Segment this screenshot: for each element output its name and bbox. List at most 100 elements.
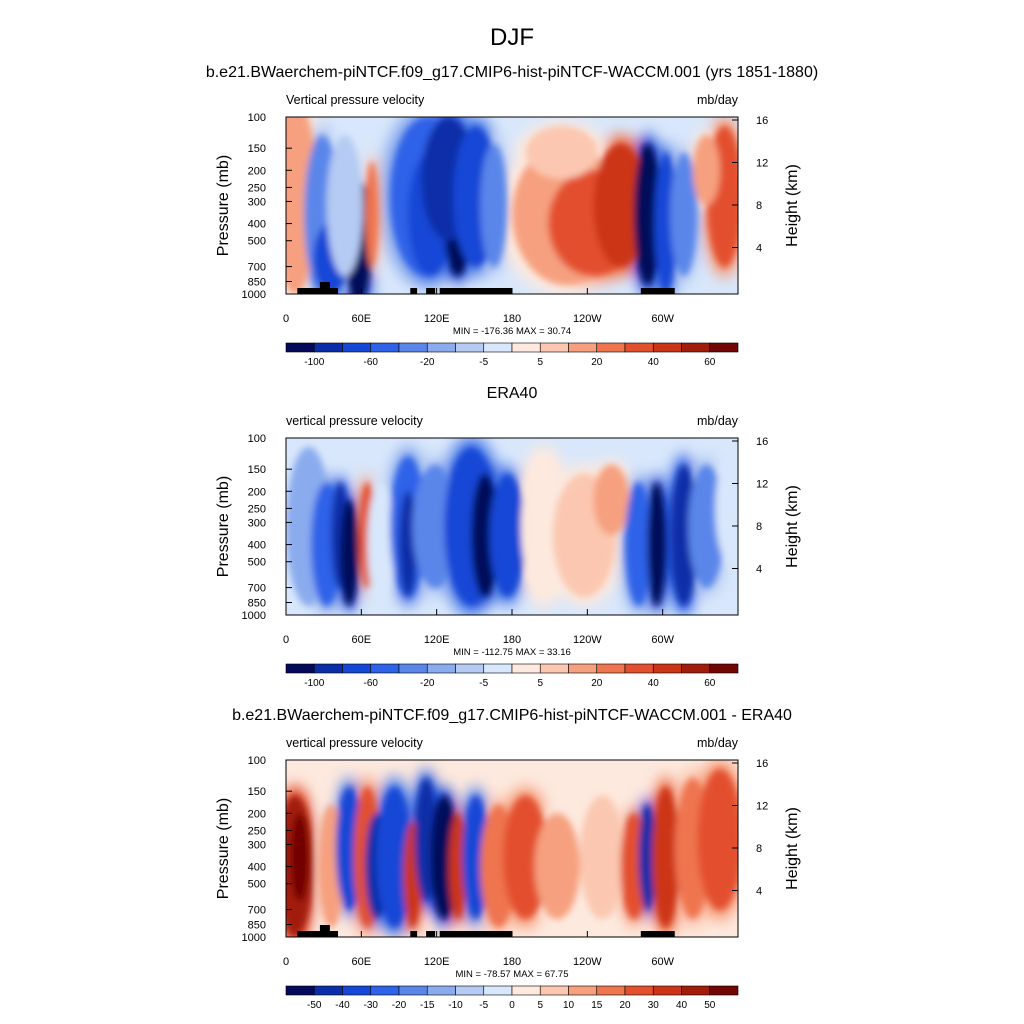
y-tick-label: 500	[248, 879, 266, 891]
x-tick-label: 0	[283, 956, 289, 968]
y-right-tick-label: 8	[756, 200, 762, 212]
colorbar-swatch	[681, 985, 711, 996]
contour-blob-core	[688, 464, 725, 589]
colorbar-swatch	[709, 985, 739, 996]
colorbar-swatch	[342, 663, 372, 674]
colorbar-label: 10	[563, 1000, 575, 1011]
y-tick-label: 100	[248, 755, 266, 767]
colorbar-swatch	[285, 663, 315, 674]
contour-blob-core	[376, 786, 413, 929]
panel-title: b.e21.BWaerchem-piNTCF.f09_g17.CMIP6-his…	[206, 64, 818, 81]
x-tick-label: 120E	[424, 313, 450, 325]
colorbar-swatch	[370, 663, 400, 674]
colorbar-swatch	[313, 985, 343, 996]
contour-blob-core	[480, 143, 508, 268]
colorbar-swatch	[483, 342, 513, 353]
colorbar-swatch	[539, 985, 569, 996]
colorbar-swatch	[652, 663, 682, 674]
y-axis-label: Pressure (mb)	[215, 798, 232, 899]
colorbar-swatch	[483, 985, 513, 996]
y-right-tick-label: 4	[756, 886, 762, 898]
colorbar-swatch	[624, 663, 654, 674]
colorbar-swatch	[483, 663, 513, 674]
y-tick-label: 500	[248, 236, 266, 248]
contour-blob-core	[593, 143, 648, 268]
contour-blob-core	[448, 813, 467, 920]
x-tick-label: 60E	[352, 956, 372, 968]
y-tick-label: 1000	[242, 289, 266, 301]
y-right-axis-label: Height (km)	[784, 807, 801, 890]
colorbar-swatch	[398, 342, 428, 353]
x-tick-label: 180	[503, 956, 521, 968]
colorbar-swatch	[370, 985, 400, 996]
y-tick-label: 150	[248, 786, 266, 798]
colorbar-label: 60	[704, 678, 716, 689]
x-tick-label: 120W	[573, 634, 602, 646]
y-tick-label: 100	[248, 112, 266, 124]
x-tick-label: 120E	[424, 956, 450, 968]
colorbar-swatch	[398, 985, 428, 996]
y-right-tick-label: 12	[756, 479, 768, 491]
land-mask	[319, 282, 330, 290]
colorbar-label: -50	[307, 1000, 322, 1011]
colorbar-swatch	[455, 663, 485, 674]
colorbar-swatch	[426, 342, 456, 353]
y-tick-label: 500	[248, 557, 266, 569]
right-label: mb/day	[697, 736, 739, 750]
colorbar-label: 50	[704, 1000, 716, 1011]
min-max-stats: MIN = -176.36 MAX = 30.74	[453, 326, 571, 337]
y-tick-label: 1000	[242, 610, 266, 622]
x-tick-label: 180	[503, 313, 521, 325]
y-tick-label: 850	[248, 277, 266, 289]
colorbar-label: -5	[479, 1000, 488, 1011]
colorbar-label: -15	[420, 1000, 435, 1011]
page-title: DJF	[490, 24, 534, 51]
colorbar-label: 40	[648, 357, 660, 368]
y-tick-label: 700	[248, 905, 266, 917]
y-tick-label: 200	[248, 486, 266, 498]
colorbar-swatch	[285, 342, 315, 353]
colorbar-label: 20	[591, 357, 603, 368]
colorbar-label: -5	[479, 357, 488, 368]
y-right-tick-label: 16	[756, 436, 768, 448]
colorbar-swatch	[652, 985, 682, 996]
contour-blob-core	[340, 499, 359, 607]
y-tick-label: 300	[248, 517, 266, 529]
contour-blob-core	[634, 143, 662, 286]
x-tick-label: 60W	[651, 313, 674, 325]
colorbar-swatch	[709, 342, 739, 353]
chart-panel-1: b.e21.BWaerchem-piNTCF.f09_g17.CMIP6-his…	[206, 64, 818, 368]
land-mask	[297, 288, 338, 294]
y-right-axis-label: Height (km)	[784, 485, 801, 568]
contour-blob-core	[489, 473, 526, 598]
field-layer-fine	[286, 446, 738, 607]
colorbar-label: 30	[648, 1000, 660, 1011]
colorbar-label: -40	[335, 1000, 350, 1011]
colorbar-swatch	[596, 663, 626, 674]
colorbar-label: -20	[420, 678, 435, 689]
colorbar-label: -20	[420, 357, 435, 368]
colorbar-swatch	[313, 342, 343, 353]
contour-blob-core	[399, 491, 418, 598]
colorbar-swatch	[539, 663, 569, 674]
contour-field	[286, 760, 738, 937]
land-mask	[410, 931, 418, 937]
land-mask	[297, 931, 338, 937]
land-mask	[439, 931, 512, 937]
colorbar-label: -30	[364, 1000, 379, 1011]
colorbar-swatch	[568, 985, 598, 996]
y-tick-label: 850	[248, 920, 266, 932]
colorbar-label: 40	[676, 1000, 688, 1011]
y-tick-label: 850	[248, 598, 266, 610]
land-mask	[319, 925, 330, 933]
colorbar-swatch	[624, 985, 654, 996]
colorbar-label: 15	[591, 1000, 603, 1011]
left-label: vertical pressure velocity	[286, 736, 424, 750]
contour-blob-core	[525, 125, 598, 179]
y-axis-label: Pressure (mb)	[215, 476, 232, 577]
left-label: Vertical pressure velocity	[286, 93, 425, 107]
y-axis-label: Pressure (mb)	[215, 155, 232, 256]
land-mask	[439, 288, 512, 294]
panel-title: b.e21.BWaerchem-piNTCF.f09_g17.CMIP6-his…	[232, 707, 792, 724]
